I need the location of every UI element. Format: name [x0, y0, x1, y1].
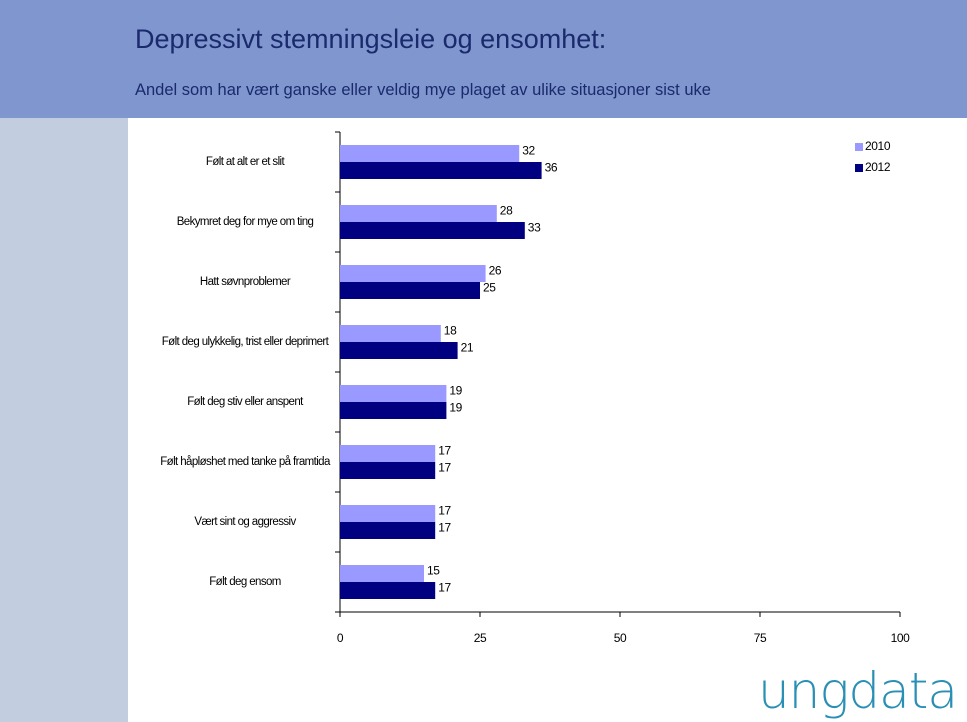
category-text: Vært sint og aggressiv	[194, 516, 296, 528]
bar	[340, 402, 447, 419]
value-label: 26	[489, 264, 502, 278]
x-tick-label: 100	[891, 631, 911, 645]
category-label: Følt at alt er et slit	[150, 132, 340, 192]
category-text: Følt deg ulykkelig, trist eller deprimer…	[161, 336, 329, 348]
logo: ungdata	[757, 662, 958, 720]
category-label: Bekymret deg for mye om ting	[150, 192, 340, 252]
bar	[340, 325, 441, 342]
value-label: 19	[449, 384, 462, 398]
category-label: Følt deg ensom	[150, 552, 340, 612]
category-text: Bekymret deg for mye om ting	[176, 216, 314, 228]
bar	[340, 222, 525, 239]
bar	[340, 462, 436, 479]
category-text: Hatt søvnproblemer	[199, 276, 291, 288]
subtitle: Andel som har vært ganske eller veldig m…	[135, 81, 711, 99]
category-label: Vært sint og aggressiv	[150, 492, 340, 552]
legend-swatch	[855, 143, 863, 151]
x-tick-label: 50	[614, 631, 627, 645]
bar	[340, 505, 436, 522]
legend-label: 2010	[865, 139, 891, 153]
category-text: Følt deg stiv eller anspent	[187, 396, 303, 408]
bar	[340, 145, 520, 162]
x-tick-label: 0	[337, 631, 344, 645]
title: Depressivt stemningsleie og ensomhet:	[135, 24, 607, 54]
header-band	[0, 0, 967, 118]
value-label: 17	[438, 504, 451, 518]
category-text: Følt at alt er et slit	[205, 156, 285, 168]
category-label: Følt håpløshet med tanke på framtida	[150, 432, 340, 492]
value-label: 17	[438, 444, 451, 458]
value-label: 28	[500, 204, 513, 218]
x-tick-label: 25	[474, 631, 487, 645]
category-label: Følt deg stiv eller anspent	[150, 372, 340, 432]
category-text: Følt håpløshet med tanke på framtida	[160, 456, 330, 468]
category-label: Hatt søvnproblemer	[150, 252, 340, 312]
bar	[340, 265, 486, 282]
value-label: 33	[528, 221, 541, 235]
category-text: Følt deg ensom	[209, 576, 281, 588]
value-label: 36	[545, 161, 558, 175]
bar	[340, 385, 447, 402]
value-label: 32	[522, 144, 535, 158]
legend-label: 2012	[865, 160, 891, 174]
bar	[340, 445, 436, 462]
value-label: 17	[438, 581, 451, 595]
bar	[340, 582, 436, 599]
category-label: Følt deg ulykkelig, trist eller deprimer…	[150, 312, 340, 372]
value-label: 25	[483, 281, 496, 295]
bar	[340, 282, 480, 299]
legend-swatch	[855, 164, 863, 172]
value-label: 21	[461, 341, 474, 355]
bar	[340, 342, 458, 359]
value-label: 18	[444, 324, 457, 338]
bar	[340, 205, 497, 222]
value-label: 19	[449, 401, 462, 415]
value-label: 17	[438, 461, 451, 475]
bar	[340, 162, 542, 179]
side-band	[0, 118, 128, 722]
value-label: 17	[438, 521, 451, 535]
bar	[340, 565, 424, 582]
value-label: 15	[427, 564, 440, 578]
bar	[340, 522, 436, 539]
x-tick-label: 75	[754, 631, 767, 645]
